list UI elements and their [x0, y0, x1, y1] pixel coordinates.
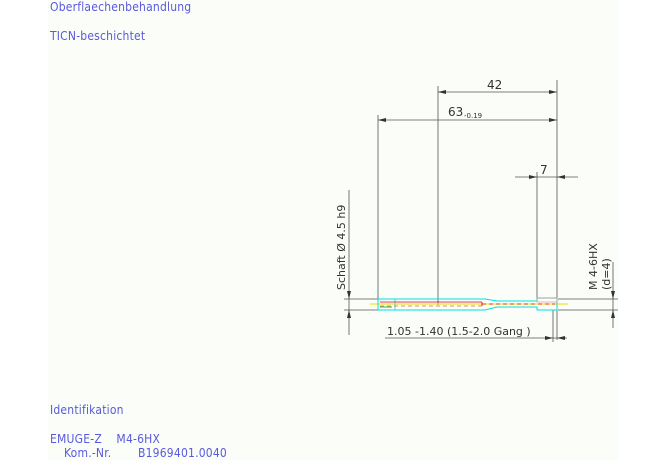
kom-nr-label: Kom.-Nr.: [64, 446, 112, 460]
dim-63: 63: [448, 105, 463, 119]
tool-body: [370, 297, 568, 311]
drawing-sheet: [48, 0, 618, 460]
dim-63-tolerance: -0.19: [464, 112, 482, 120]
dim-42: 42: [487, 78, 502, 92]
chamfer-length: 1.05 -1.40 (1.5-2.0 Gang ): [387, 325, 531, 338]
thread-spec: M 4-6HX: [587, 243, 600, 290]
coating-label: TICN-beschichtet: [50, 29, 146, 43]
thread-diameter: (d=4): [600, 258, 613, 290]
dim-7: 7: [540, 163, 548, 177]
product-label: EMUGE-Z M4-6HX: [50, 432, 161, 446]
surface-treatment-label: Oberflaechenbehandlung: [50, 0, 192, 14]
identification-label: Identifikation: [50, 403, 124, 417]
kom-nr-value: B1969401.0040: [138, 446, 227, 460]
shank-diameter: Schaft Ø 4.5 h9: [335, 205, 348, 290]
dimension-arrows: [347, 90, 615, 340]
